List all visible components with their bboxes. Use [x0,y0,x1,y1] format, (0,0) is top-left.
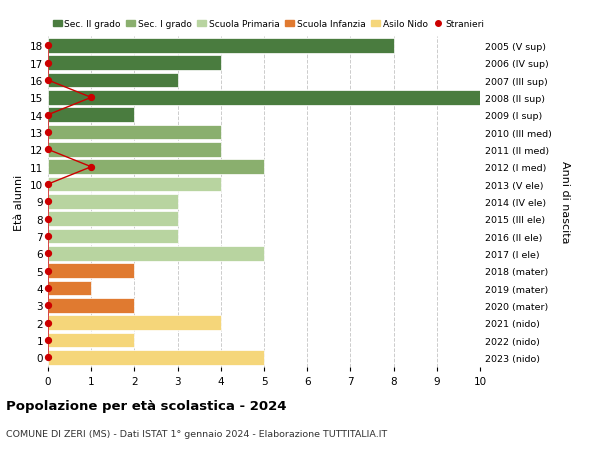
Bar [48,160,264,175]
Point [43,112,53,119]
Point [43,233,53,240]
Bar [48,91,480,106]
Point [43,146,53,154]
Bar [48,195,178,209]
Bar [48,108,134,123]
Bar [48,229,178,244]
Bar [48,212,178,227]
Bar [48,246,264,261]
Point [43,268,53,275]
Bar [48,56,221,71]
Bar [48,39,394,54]
Point [86,95,96,102]
Point [43,181,53,188]
Bar [48,177,221,192]
Point [43,198,53,206]
Point [43,129,53,136]
Point [86,164,96,171]
Bar [48,73,178,88]
Bar [48,143,221,157]
Bar [48,264,134,279]
Y-axis label: Età alunni: Età alunni [14,174,25,230]
Point [43,216,53,223]
Point [43,302,53,309]
Point [43,60,53,67]
Text: Popolazione per età scolastica - 2024: Popolazione per età scolastica - 2024 [6,399,287,412]
Point [43,319,53,327]
Point [43,43,53,50]
Bar [48,333,134,348]
Legend: Sec. II grado, Sec. I grado, Scuola Primaria, Scuola Infanzia, Asilo Nido, Stran: Sec. II grado, Sec. I grado, Scuola Prim… [53,20,484,29]
Text: COMUNE DI ZERI (MS) - Dati ISTAT 1° gennaio 2024 - Elaborazione TUTTITALIA.IT: COMUNE DI ZERI (MS) - Dati ISTAT 1° genn… [6,429,387,438]
Point [43,337,53,344]
Point [43,250,53,257]
Point [43,77,53,84]
Bar [48,125,221,140]
Point [43,285,53,292]
Y-axis label: Anni di nascita: Anni di nascita [560,161,570,243]
Bar [48,298,134,313]
Bar [48,316,221,330]
Point [43,354,53,361]
Bar [48,281,91,296]
Bar [48,350,264,365]
